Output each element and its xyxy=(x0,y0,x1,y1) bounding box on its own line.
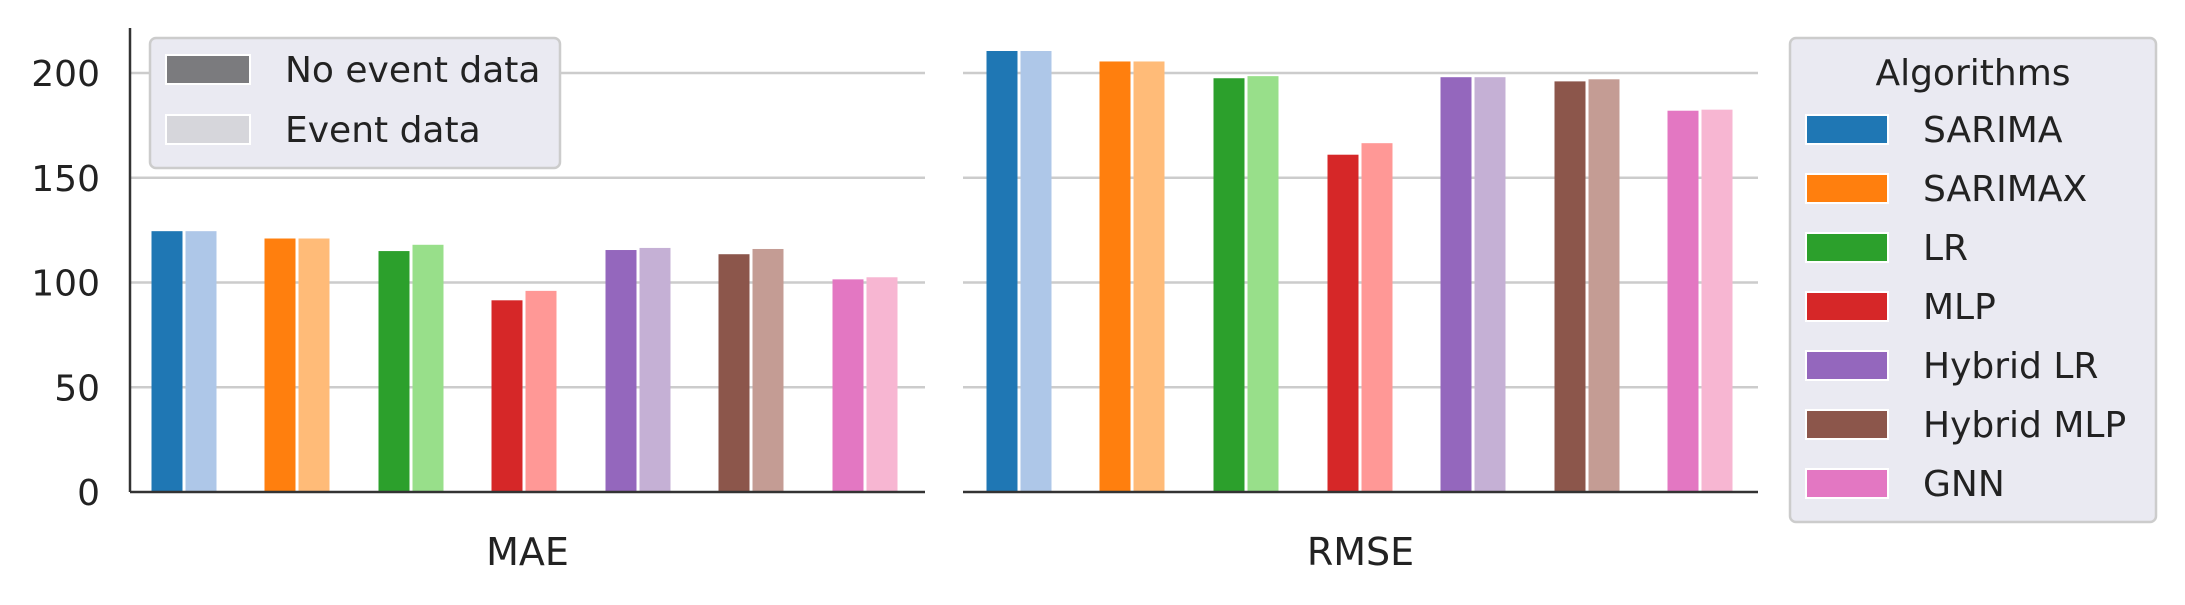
bar-sarimax-no-event xyxy=(264,238,296,492)
y-tick-label: 200 xyxy=(31,54,100,95)
bar-hybrid-lr-no-event xyxy=(605,250,637,492)
bar-gnn-no-event xyxy=(832,279,864,492)
bar-hybrid-mlp-event xyxy=(752,248,784,492)
legends: No event data Event data Algorithms SARIMA S… xyxy=(148,36,2158,524)
bar-mlp-no-event xyxy=(1327,154,1359,492)
legend-label: LR xyxy=(1923,228,1968,269)
legend-swatch xyxy=(1805,291,1889,322)
y-tick-label: 50 xyxy=(54,368,100,409)
panel-label: MAE xyxy=(486,530,569,574)
bar-sarimax-event xyxy=(1133,61,1165,492)
bar-lr-no-event xyxy=(378,251,410,492)
bar-hybrid-lr-no-event xyxy=(1440,77,1472,492)
bars xyxy=(151,51,1733,493)
legend-swatch xyxy=(1805,232,1889,263)
legend-swatch xyxy=(165,114,251,145)
bar-sarima-no-event xyxy=(986,51,1018,492)
legend-swatch xyxy=(1805,173,1889,204)
bar-mlp-event xyxy=(525,290,557,492)
legend-label: SARIMAX xyxy=(1923,169,2087,210)
legend-swatch xyxy=(1805,114,1889,145)
legend-label: MLP xyxy=(1923,287,1996,328)
legend-label: GNN xyxy=(1923,464,2005,505)
legend-swatch xyxy=(1805,409,1889,440)
y-tick-label: 150 xyxy=(31,159,100,200)
bar-hybrid-lr-event xyxy=(1474,77,1506,492)
bar-sarima-no-event xyxy=(151,231,183,493)
legend-swatch xyxy=(1805,468,1889,499)
bar-sarima-event xyxy=(185,231,217,493)
bar-lr-event xyxy=(412,244,444,492)
legend-style-box xyxy=(148,36,562,170)
bar-gnn-no-event xyxy=(1667,110,1699,493)
bar-gnn-event xyxy=(866,277,898,492)
legend-label: SARIMA xyxy=(1923,110,2063,151)
bar-hybrid-mlp-no-event xyxy=(718,254,750,492)
legend-label: Event data xyxy=(285,110,481,151)
legend-algorithms-box xyxy=(1788,36,2158,524)
bar-gnn-event xyxy=(1701,109,1733,492)
axes: MAE RMSE 0 50 100 150 200 xyxy=(31,28,1758,574)
bar-mlp-no-event xyxy=(491,300,523,492)
legend-label: Hybrid MLP xyxy=(1923,405,2126,446)
y-tick-label: 100 xyxy=(31,264,100,305)
panel-label: RMSE xyxy=(1307,530,1414,574)
bar-sarimax-no-event xyxy=(1099,61,1131,492)
legend-swatch xyxy=(1805,350,1889,381)
bar-mlp-event xyxy=(1361,143,1393,492)
bar-sarima-event xyxy=(1020,51,1052,492)
bar-lr-event xyxy=(1247,76,1279,492)
legend-label: No event data xyxy=(285,50,540,91)
legend-label: Hybrid LR xyxy=(1923,346,2098,387)
legend-swatch xyxy=(165,54,251,85)
bar-hybrid-mlp-no-event xyxy=(1554,81,1586,492)
y-tick-label: 0 xyxy=(77,473,100,514)
bar-sarimax-event xyxy=(298,238,330,492)
bar-hybrid-lr-event xyxy=(639,247,671,492)
legend-title: Algorithms xyxy=(1875,53,2070,94)
bar-hybrid-mlp-event xyxy=(1588,79,1620,492)
bar-lr-no-event xyxy=(1213,78,1245,493)
